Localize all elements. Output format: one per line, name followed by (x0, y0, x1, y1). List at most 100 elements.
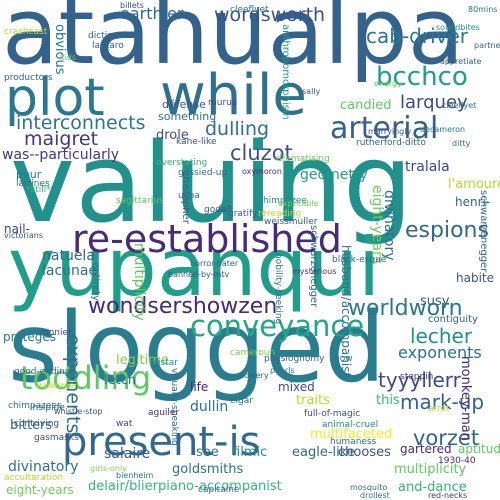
word-firstclass: monkey-man (458, 356, 473, 441)
word-wondsershowzen: wondsershowzen (88, 294, 278, 319)
word-nail: nail- (4, 222, 30, 236)
word-visually-speaking: visually-speaking (169, 368, 179, 446)
word-aguiler: aguiler (148, 408, 180, 418)
word-candied: geometry (300, 167, 368, 183)
word-cluzot: cluzot (230, 141, 293, 165)
word-rereading: rereading (258, 209, 302, 219)
word-gartered: divinatory (8, 459, 79, 475)
word-defense: défense (162, 98, 206, 111)
word-atahualpa: atahualpa (2, 0, 465, 85)
word-latrines: latrines (16, 179, 50, 189)
word-toddling: toddling (20, 359, 152, 397)
word-physiognomy: physiognomy (264, 354, 325, 364)
word-letch: drole (156, 128, 189, 143)
word-black-esque: black-esque (332, 255, 387, 265)
word-how: how (334, 354, 353, 364)
word-larquey: larquey (400, 92, 468, 113)
word-while: while (160, 63, 307, 128)
word-henri: habite (456, 271, 494, 285)
word-natuela: was--particularly (2, 147, 119, 163)
word-full-of-magic: full-of-magic (304, 409, 361, 419)
word-arterial: arterial (330, 111, 439, 146)
word-overstating: overstating (156, 158, 208, 168)
word-oxymoron: oxymoron (242, 167, 282, 176)
word-horror-hater: horror-hater (190, 259, 239, 268)
word-tyyyllerr: tyyyllerr (378, 368, 461, 392)
word-legitime: letch (104, 373, 137, 388)
word-cleeflyet: cleeflyet (442, 101, 477, 110)
word-multifaceted: multiplicity (394, 462, 467, 477)
word-monier: monier (40, 328, 72, 338)
word-salaire: legitime (116, 353, 169, 368)
word-yupanqui: yupanqui (8, 221, 381, 314)
word-gratify: gratify (228, 209, 258, 219)
word-appretiate: appretiate (440, 57, 482, 66)
word-gasmasks: gasmasks (34, 433, 79, 443)
word-gussied-up: kane-like (176, 137, 217, 147)
word-decameron: decameron (420, 125, 466, 134)
word-lecher: lecher (410, 324, 473, 348)
word-present-is: present-is (62, 419, 261, 465)
word-elgar: elgar (230, 396, 253, 406)
word-espions: espions (405, 218, 489, 243)
word-rutherford-ditto: energy (374, 79, 402, 88)
word-partner: partner (474, 41, 500, 50)
word-victorians: victorians (4, 231, 44, 240)
word-animal-cruel: animal-cruel (322, 420, 379, 430)
word-insipide: insipide (30, 403, 65, 413)
word-soundbites: soundbites (436, 23, 480, 32)
word-dullin: salaire (104, 446, 151, 462)
word-slogged: slogged (8, 292, 386, 404)
word-arrot: arrot (428, 404, 450, 414)
word-interconnects: interconnects (16, 112, 146, 134)
word-whistle-stop: whistle-stop (54, 407, 103, 416)
word-peur: peur (16, 168, 42, 181)
word-drollest: drollest (360, 491, 390, 500)
word-multiplicity: multiplicity (131, 243, 147, 321)
word-nobility-seeking: nobility-seeking (273, 253, 283, 325)
word-kids: kids (60, 53, 77, 62)
word-80mins: 80mins (468, 5, 498, 14)
word-drole: candied (340, 98, 392, 113)
word-observation: life (190, 380, 209, 394)
word-mixed: filmic (232, 445, 268, 460)
word-bcchco: bcchco (376, 62, 468, 92)
word-chimpazee: chimpazee (258, 196, 307, 206)
word-habite: susy (420, 294, 450, 309)
word-capitaine: capitaine (198, 485, 240, 495)
word-obvious-las: obvious (52, 24, 67, 75)
word-mosquito: mosquito (350, 483, 388, 492)
word-lautaro: lautaro (92, 41, 124, 51)
word-was-particularly: delair/blierpiano-accompanist (88, 479, 282, 494)
word-tralala: l'amoure (448, 177, 500, 192)
word-wat: wat (116, 419, 133, 429)
word-murua: murua (208, 98, 238, 108)
word-goldsmiths: exponents (398, 343, 482, 362)
word-1930-40: 1930-40 (438, 456, 476, 466)
word-lacunae: natuela (42, 248, 95, 264)
word-vorzet: vorzet (413, 426, 480, 450)
word-life: see (196, 445, 219, 460)
word-traits: eagle-like (292, 445, 355, 460)
word-productors: productors (4, 73, 53, 83)
word-marryingly: marryingly (368, 127, 412, 136)
word-dictionaires: dictionaires (88, 31, 141, 41)
word-conveyance: conveyance (190, 309, 365, 343)
word-pearls: pearls (270, 366, 295, 375)
word-sagittarius: sagittarius (116, 196, 164, 206)
word-ulloa: ulloa (178, 191, 200, 201)
word-sowery: sowery (240, 371, 269, 380)
word-anthropomorphism: anthropomorphism (280, 24, 291, 120)
word-contriving: contriving (14, 419, 60, 429)
word-aptitudes: eight-years (6, 483, 74, 497)
word-earthier: earthier (120, 4, 184, 23)
word-see: aptitudes (458, 442, 500, 456)
word-monkey-man: schwarzenegger (478, 190, 489, 273)
word-tradesmen: tradesmen (36, 381, 80, 390)
word-cab-driver: cab-driver (366, 24, 469, 48)
word-dramatising: explicable (278, 199, 319, 208)
word-entirety: entirety (90, 262, 101, 302)
word-sally: sally (302, 87, 321, 96)
word-not: this (376, 393, 400, 408)
word-girls-only: girls-only (90, 464, 127, 473)
